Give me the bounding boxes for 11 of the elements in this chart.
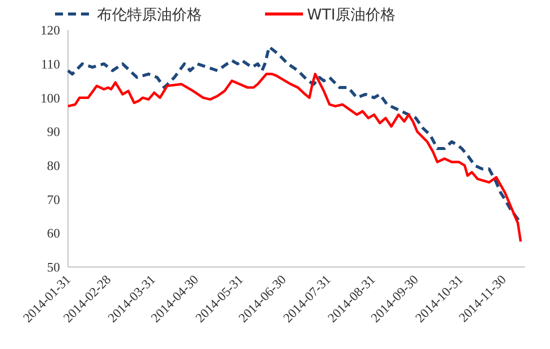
legend-label: WTI原油价格 bbox=[307, 5, 396, 24]
y-tick-label: 60 bbox=[47, 226, 60, 241]
legend-label: 布伦特原油价格 bbox=[97, 5, 202, 24]
y-tick-label: 120 bbox=[40, 22, 60, 38]
y-tick-label: 80 bbox=[47, 158, 60, 173]
y-tick-label: 70 bbox=[47, 192, 60, 207]
y-tick-label: 100 bbox=[40, 90, 60, 106]
y-tick-label: 50 bbox=[47, 260, 60, 275]
y-tick-label: 110 bbox=[40, 56, 60, 72]
y-tick-label: 90 bbox=[47, 124, 60, 140]
line-series bbox=[66, 72, 522, 243]
